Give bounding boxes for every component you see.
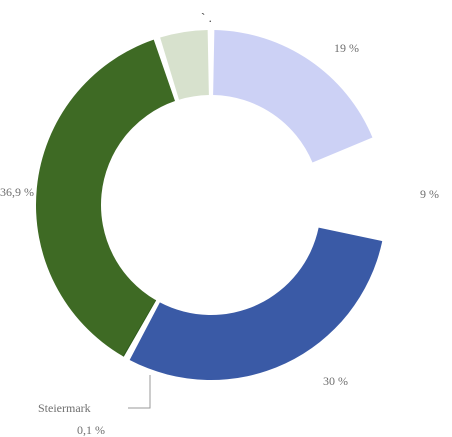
slice-label-36-9: 36,9 % — [0, 185, 34, 199]
slice-label-9: 9 % — [420, 187, 439, 201]
top-mark: ` . — [201, 10, 212, 25]
donut-slice-0 — [213, 30, 373, 163]
donut-slices — [36, 30, 386, 380]
slice-label-30: 30 % — [323, 374, 348, 388]
donut-slice-5 — [160, 30, 209, 100]
slice-label-steiermark: 0,1 % — [77, 423, 105, 437]
donut-slice-4 — [36, 39, 176, 357]
slice-label-19: 19 % — [334, 41, 359, 55]
donut-slice-1 — [314, 143, 386, 235]
donut-slice-2 — [129, 227, 383, 380]
leader-line-steiermark — [128, 375, 151, 409]
slice-name-steiermark: Steiermark — [38, 401, 91, 415]
